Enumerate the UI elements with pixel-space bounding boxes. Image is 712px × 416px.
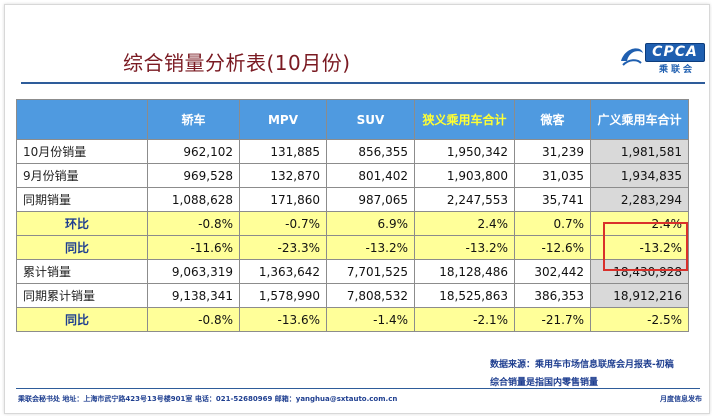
sales-note: 综合销量是指国内零售销量 <box>490 378 599 388</box>
table-cell: -21.7% <box>514 307 591 332</box>
table-cell: 969,528 <box>147 163 240 188</box>
table-cell: 1,578,990 <box>239 283 327 308</box>
table-cell: 35,741 <box>514 187 591 212</box>
logo-subtitle: 乘联会 <box>658 65 695 75</box>
swirl-icon <box>621 48 643 66</box>
table-cell: -1.4% <box>326 307 415 332</box>
footer-divider <box>16 388 700 389</box>
table-cell: 31,239 <box>514 139 591 164</box>
row-label: 累计销量 <box>16 259 148 284</box>
table-cell: 31,035 <box>514 163 591 188</box>
table-cell: 2,247,553 <box>414 187 515 212</box>
column-header: 轿车 <box>147 99 240 140</box>
table-cell: 1,903,800 <box>414 163 515 188</box>
column-header: 广义乘用车合计 <box>590 99 689 140</box>
table-cell: 18,912,216 <box>590 283 689 308</box>
table-cell: -0.8% <box>147 211 240 236</box>
header-row: 轿车 MPV SUV 狭义乘用车合计 微客 广义乘用车合计 <box>16 99 689 140</box>
table-cell: 18,128,486 <box>414 259 515 284</box>
row-label: 10月份销量 <box>16 139 148 164</box>
table-cell: 7,808,532 <box>326 283 415 308</box>
table-cell: 1,981,581 <box>590 139 689 164</box>
table-cell: -13.6% <box>239 307 327 332</box>
table-cell: 18,525,863 <box>414 283 515 308</box>
table-cell: 1,088,628 <box>147 187 240 212</box>
column-header: MPV <box>239 99 327 140</box>
sales-table: 轿车 MPV SUV 狭义乘用车合计 微客 广义乘用车合计 10月份销量 962,102 13… <box>16 99 689 332</box>
table-cell: 2.4% <box>414 211 515 236</box>
table-cell: 132,870 <box>239 163 327 188</box>
table-cell: 856,355 <box>326 139 415 164</box>
table-cell: 2.4% <box>590 211 689 236</box>
table-cell: -12.6% <box>514 235 591 260</box>
table-cell: 171,860 <box>239 187 327 212</box>
table-cell: 2,283,294 <box>590 187 689 212</box>
header-corner <box>16 99 148 140</box>
table-cell: -11.6% <box>147 235 240 260</box>
table-cell: 18,430,928 <box>590 259 689 284</box>
table-cell: 302,442 <box>514 259 591 284</box>
logo-mark: CPCA <box>645 43 705 62</box>
table-cell: -2.5% <box>590 307 689 332</box>
table-cell: 131,885 <box>239 139 327 164</box>
column-header: 狭义乘用车合计 <box>414 99 515 140</box>
row-label: 同期累计销量 <box>16 283 148 308</box>
table-row: 累计销量 9,063,319 1,363,642 7,701,525 18,128,48… <box>16 259 689 284</box>
table-row: 同比 -11.6% -23.3% -13.2% -13.2% -12.6% -13.2% <box>16 235 689 260</box>
footer-contact: 乘联会秘书处 地址：上海市武宁路423号13号楼901室 电话：021-5268… <box>18 395 398 403</box>
table-row: 10月份销量 962,102 131,885 856,355 1,950,342 31,2… <box>16 139 689 164</box>
row-label: 同期销量 <box>16 187 148 212</box>
table-cell: 987,065 <box>326 187 415 212</box>
table-cell: 1,363,642 <box>239 259 327 284</box>
data-source: 数据来源：乘用车市场信息联席会月报表-初稿 <box>490 360 674 370</box>
row-label: 同比 <box>16 307 148 332</box>
table-cell: 801,402 <box>326 163 415 188</box>
table-cell: 1,950,342 <box>414 139 515 164</box>
table-cell: 7,701,525 <box>326 259 415 284</box>
cpca-logo: CPCA 乘联会 <box>617 41 707 75</box>
table-row: 环比 -0.8% -0.7% 6.9% 2.4% 0.7% 2.4% <box>16 211 689 236</box>
table-cell: -0.7% <box>239 211 327 236</box>
table-cell: 962,102 <box>147 139 240 164</box>
table-cell: -23.3% <box>239 235 327 260</box>
page-title: 综合销量分析表(10月份) <box>123 51 351 75</box>
footer-label: 月度信息发布 <box>660 395 702 403</box>
title-divider <box>21 82 705 84</box>
table-cell: -13.2% <box>326 235 415 260</box>
table-cell: 9,063,319 <box>147 259 240 284</box>
table-row: 同期销量 1,088,628 171,860 987,065 2,247,553 35,7… <box>16 187 689 212</box>
table-row: 9月份销量 969,528 132,870 801,402 1,903,800 31,03… <box>16 163 689 188</box>
row-label: 同比 <box>16 235 148 260</box>
table-cell: -0.8% <box>147 307 240 332</box>
table-row: 同期累计销量 9,138,341 1,578,990 7,808,532 18,525,… <box>16 283 689 308</box>
table-body: 10月份销量 962,102 131,885 856,355 1,950,342 31,2… <box>16 139 689 332</box>
table-cell: 6.9% <box>326 211 415 236</box>
table-cell: 1,934,835 <box>590 163 689 188</box>
table-cell: -2.1% <box>414 307 515 332</box>
table-row: 同比 -0.8% -13.6% -1.4% -2.1% -21.7% -2.5% <box>16 307 689 332</box>
table-cell: -13.2% <box>414 235 515 260</box>
table-cell: 386,353 <box>514 283 591 308</box>
row-label: 9月份销量 <box>16 163 148 188</box>
table-cell: -13.2% <box>590 235 689 260</box>
row-label: 环比 <box>16 211 148 236</box>
column-header: SUV <box>326 99 415 140</box>
column-header: 微客 <box>514 99 591 140</box>
table-cell: 0.7% <box>514 211 591 236</box>
table-cell: 9,138,341 <box>147 283 240 308</box>
